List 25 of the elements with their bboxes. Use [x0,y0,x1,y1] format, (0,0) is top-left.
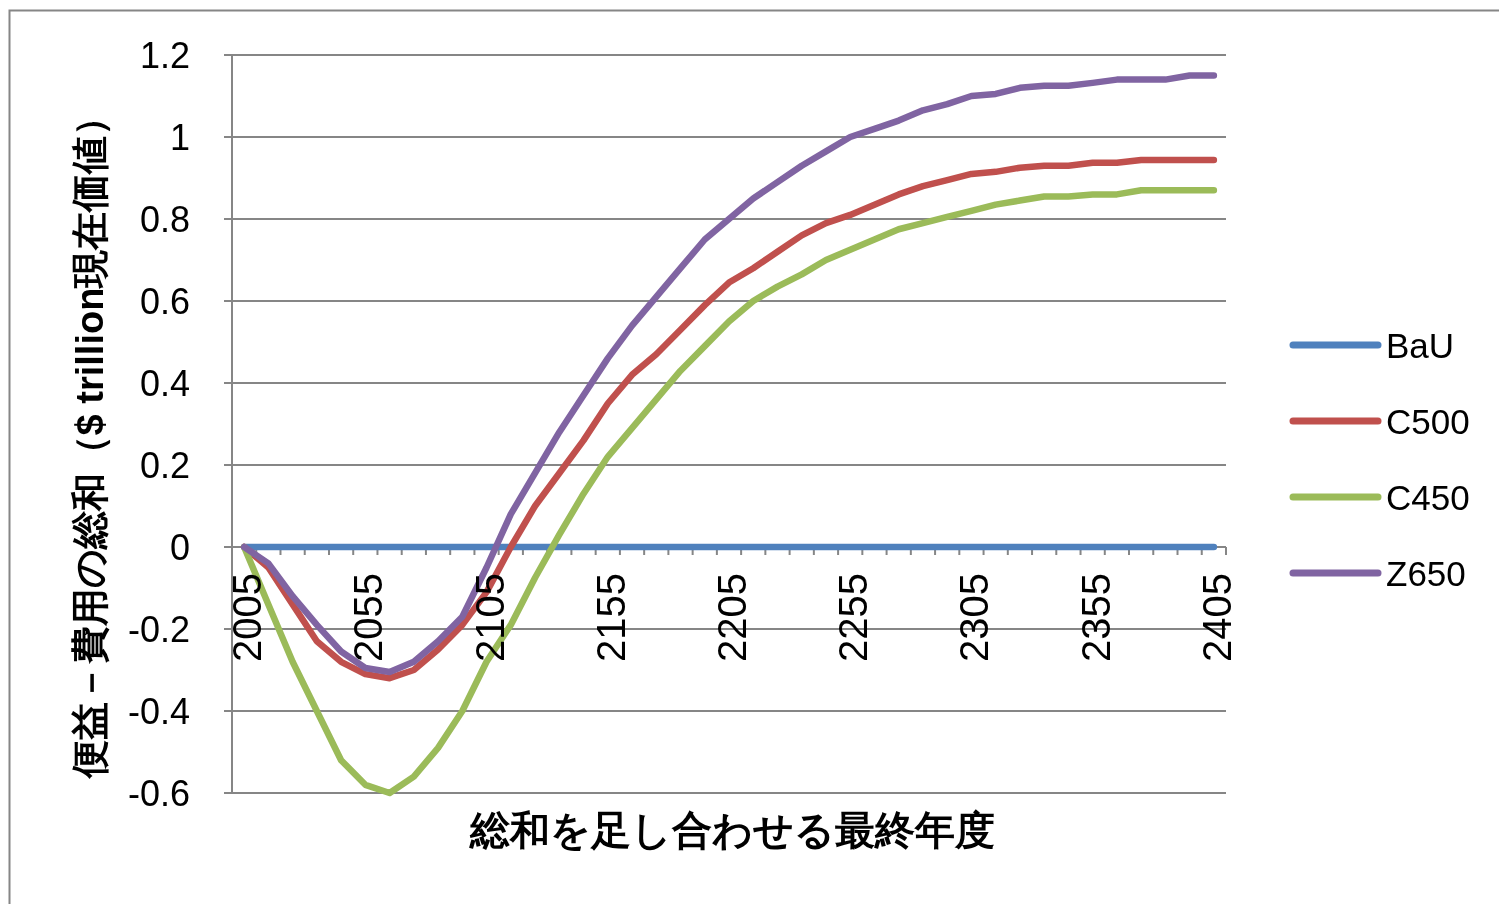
legend-label: Z650 [1386,553,1466,593]
y-tick-label: -0.6 [127,772,190,814]
x-tick-label: 2105 [467,573,512,662]
y-tick-label: 0 [169,526,190,568]
x-tick-label: 2255 [831,573,876,662]
x-tick-label: 2305 [952,573,997,662]
y-tick-label: -0.2 [127,608,190,650]
x-tick-label: 2055 [346,573,391,662]
y-tick-label: -0.4 [127,690,190,732]
x-tick-label: 2205 [710,573,754,662]
y-tick-label: 1.2 [139,34,190,76]
y-tick-label: 0.8 [139,198,190,240]
x-tick-label: 2155 [588,573,633,662]
y-tick-label: 1 [169,116,190,158]
legend-label: C500 [1386,401,1470,441]
y-axis-title: 便益－費用の総和（$ trillion現在価値） [69,97,111,781]
legend-label: BaU [1386,325,1455,365]
x-tick-label: 2005 [225,573,270,662]
y-tick-label: 0.4 [139,362,190,404]
y-tick-label: 0.6 [139,280,190,322]
x-tick-label: 2355 [1073,573,1118,662]
x-axis-title: 総和を足し合わせる最終年度 [468,808,995,852]
x-tick-label: 2405 [1194,573,1239,662]
legend-label: C450 [1386,477,1470,517]
y-tick-label: 0.2 [139,444,190,486]
